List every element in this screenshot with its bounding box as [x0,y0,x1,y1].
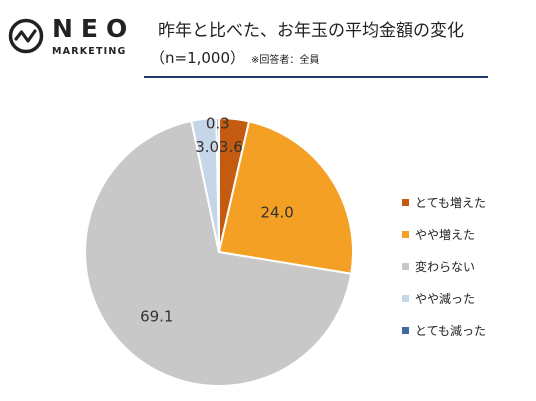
slice-value-label: 24.0 [260,204,293,222]
legend-swatch [402,230,409,238]
brand-logo: NEO MARKETING [8,14,136,72]
pie-slice [84,119,353,387]
legend-item: やや減った [402,282,486,314]
legend-swatch [402,262,409,270]
legend-item: とても増えた [402,186,486,218]
chart-legend: とても増えた やや増えた変わらないやや減ったとても減った [402,186,486,346]
pie-slice [215,116,220,253]
brand-subtitle: MARKETING [52,46,127,57]
legend-item: とても減った [402,314,486,346]
legend-label: 変わらない [415,259,476,274]
legend-swatch [402,198,409,206]
legend-label: やや減った [415,291,476,306]
legend-label: とても減った [415,323,487,338]
sample-size: （n=1,000） [150,49,246,67]
slice-value-label: 69.1 [140,308,173,326]
legend-swatch [402,326,409,334]
legend-label: やや増えた [415,227,476,242]
slice-value-label: 3.0 [195,138,219,156]
pie-slice [217,120,354,275]
header-divider [144,76,488,78]
legend-label: とても増えた [415,195,487,210]
slice-value-label: 3.6 [219,138,243,156]
brand-name: NEO [52,14,136,43]
slice-value-label: 0.3 [206,115,230,133]
legend-item: やや増えた [402,218,486,250]
logo-mark-icon [8,18,44,54]
chart-subtitle: （n=1,000） ※回答者：全員 [150,47,319,68]
legend-item: 変わらない [402,250,486,282]
chart-title: 昨年と比べた、お年玉の平均金額の変化 [158,21,464,41]
respondent-note: ※回答者：全員 [251,55,320,66]
legend-swatch [402,294,409,302]
